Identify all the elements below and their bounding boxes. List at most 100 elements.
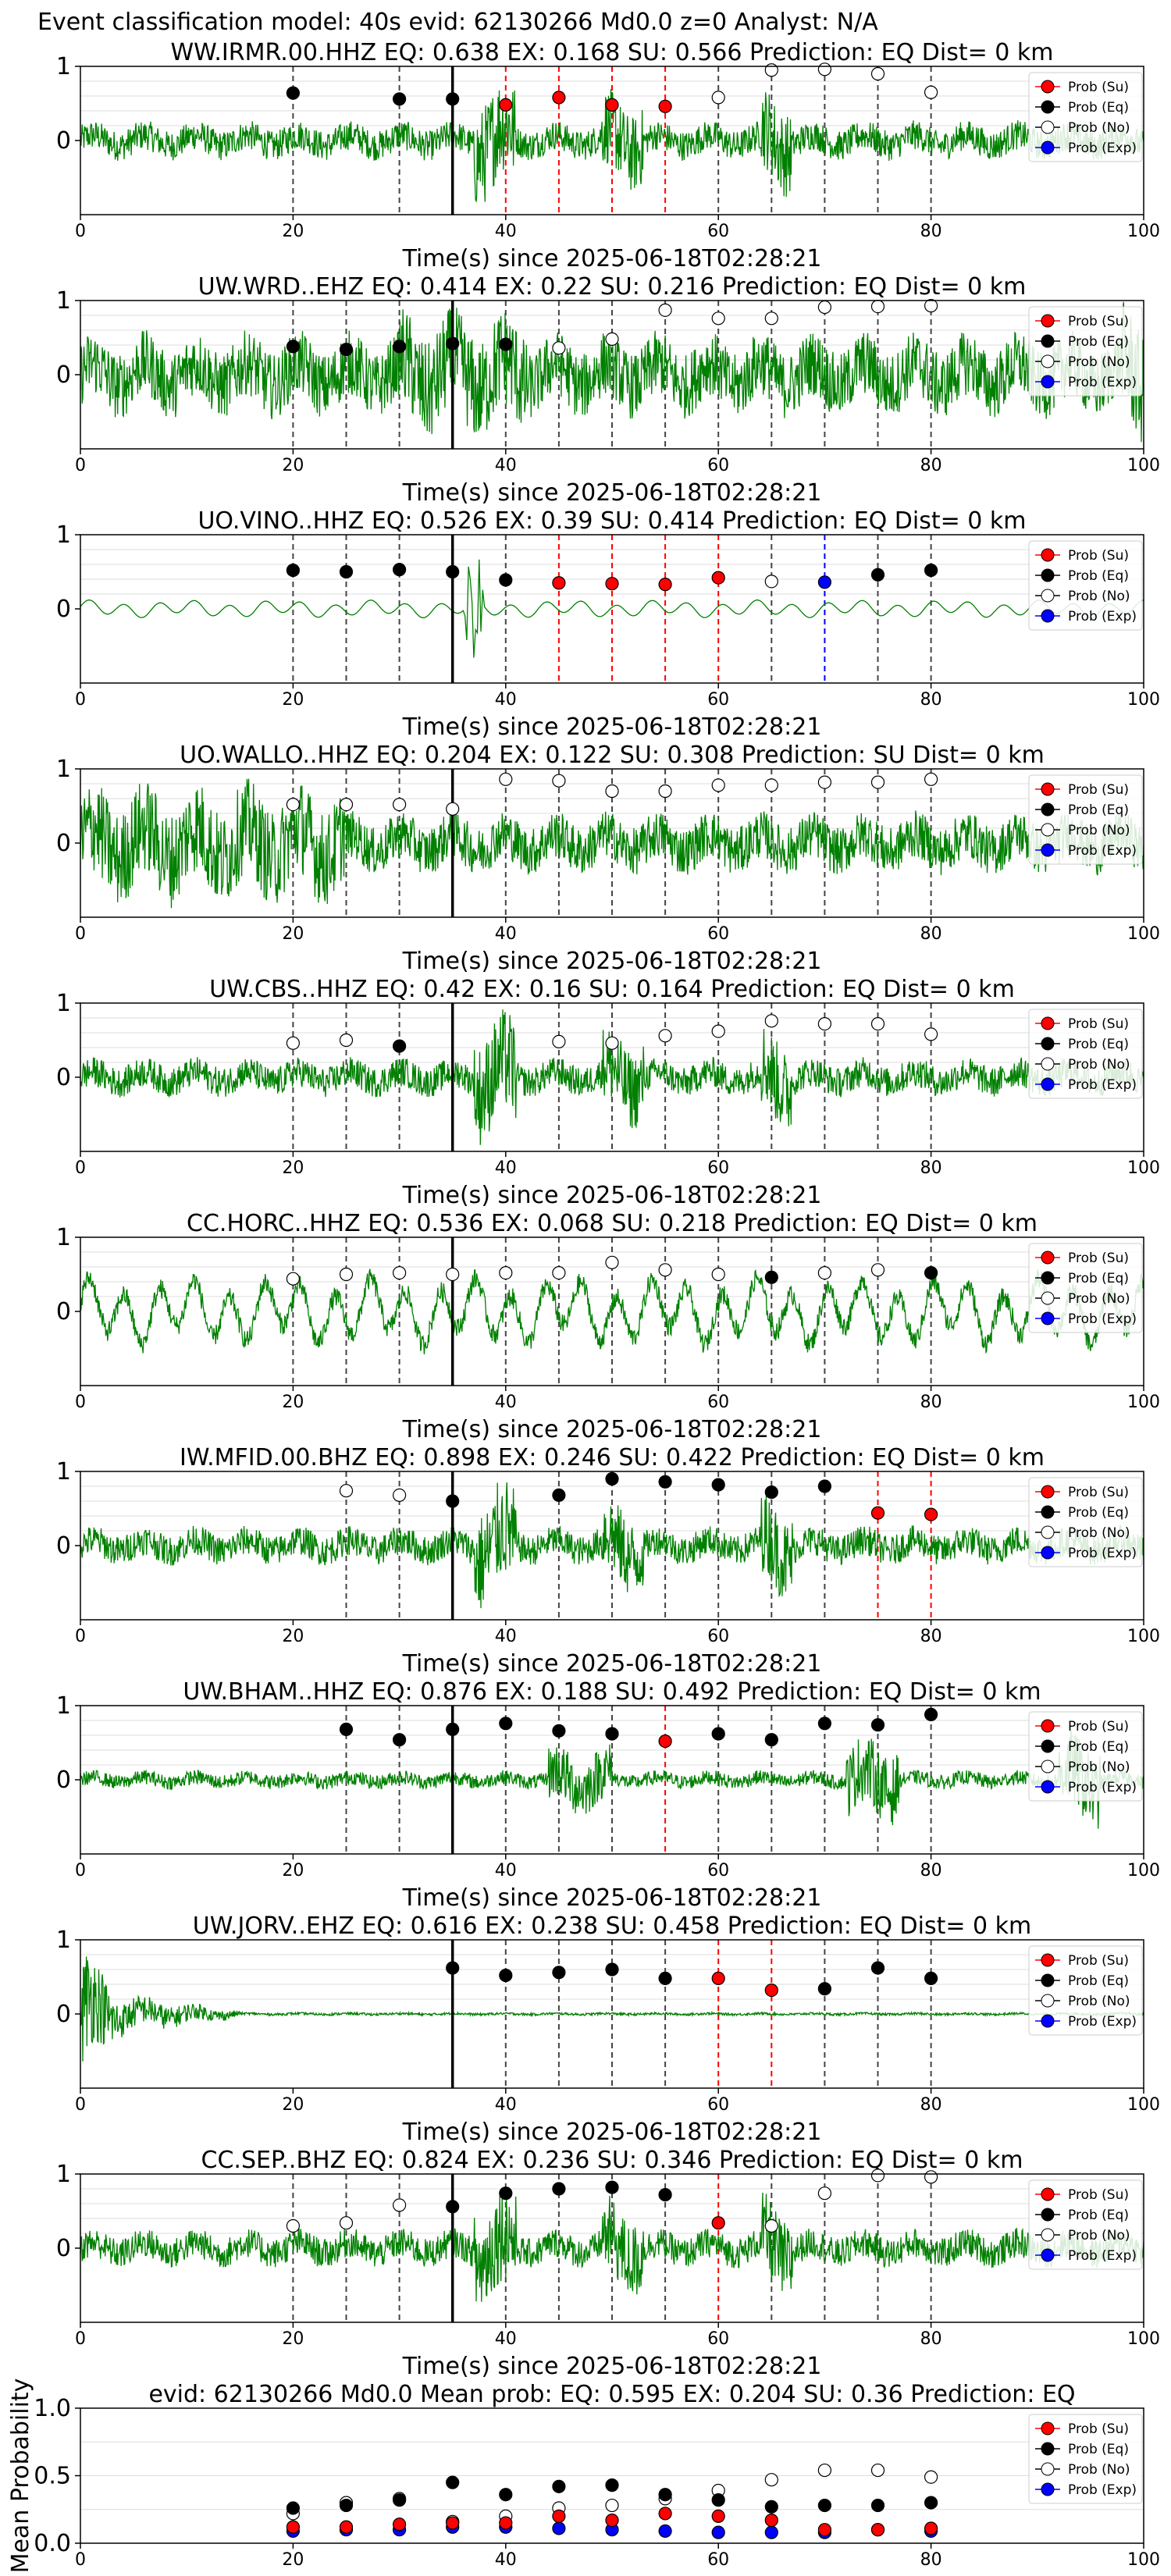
legend-marker-eq <box>1041 1739 1055 1753</box>
panel-title: WW.IRMR.00.HHZ EQ: 0.638 EX: 0.168 SU: 0… <box>171 39 1054 66</box>
mean-point-su <box>605 2513 619 2528</box>
x-tick-label: 20 <box>282 456 304 475</box>
legend-marker-no <box>1041 1057 1055 1071</box>
legend-label: Prob (No) <box>1068 1057 1130 1073</box>
waveform-trace <box>80 1730 1144 1829</box>
prob-point-su <box>870 1506 885 1520</box>
prob-point-no <box>764 63 778 77</box>
mean-point-no <box>817 2463 832 2478</box>
x-tick-label: 20 <box>282 222 304 241</box>
prob-point-no <box>711 311 725 326</box>
x-tick-label: 100 <box>1127 2095 1160 2115</box>
prob-point-eq <box>764 1485 778 1500</box>
legend-label: Prob (Su) <box>1068 1016 1129 1032</box>
legend-marker-su <box>1041 1485 1055 1499</box>
legend-marker-no <box>1041 1291 1055 1305</box>
prob-point-eq <box>711 1727 725 1741</box>
prob-point-no <box>446 802 460 816</box>
prob-point-no <box>764 311 778 326</box>
prob-point-no <box>499 772 513 786</box>
legend-label: Prob (Exp) <box>1068 1311 1137 1327</box>
prob-point-eq <box>605 1727 619 1741</box>
legend-marker-su <box>1041 782 1055 796</box>
legend-marker-no <box>1041 354 1055 368</box>
legend-box <box>1028 1243 1143 1333</box>
legend-box <box>1028 72 1143 162</box>
legend-label: Prob (Eq) <box>1068 1271 1129 1286</box>
legend-marker-no <box>1041 589 1055 603</box>
legend-label: Prob (Eq) <box>1068 100 1129 116</box>
x-tick-label: 40 <box>495 1627 517 1646</box>
y-tick-label: 1 <box>56 53 71 80</box>
legend-marker-su <box>1041 1251 1055 1265</box>
legend-marker-no <box>1041 2228 1055 2242</box>
legend-label: Prob (Eq) <box>1068 334 1129 350</box>
waveform-trace <box>80 778 1144 909</box>
x-tick-label: 80 <box>920 1158 942 1178</box>
prob-point-su <box>658 1735 672 1749</box>
mean-point-exp <box>658 2524 672 2539</box>
waveform-trace <box>80 89 1144 203</box>
mean-point-no <box>605 2498 619 2513</box>
x-axis-label: Time(s) since 2025-06-18T02:28:21 <box>402 1884 822 1912</box>
x-tick-label: 100 <box>1127 1158 1160 1178</box>
legend-label: Prob (Eq) <box>1068 802 1129 818</box>
y-tick-label: 0 <box>56 2235 71 2262</box>
legend-marker-su <box>1041 314 1055 328</box>
legend-label: Prob (Exp) <box>1068 141 1137 156</box>
prob-point-eq <box>924 563 938 578</box>
x-tick-label: 0 <box>75 456 86 475</box>
panel-title: UW.BHAM..HHZ EQ: 0.876 EX: 0.188 SU: 0.4… <box>183 1678 1041 1706</box>
mean-point-su <box>339 2520 354 2534</box>
mean-point-su <box>711 2509 725 2523</box>
prob-point-no <box>605 784 619 799</box>
figure-suptitle: Event classification model: 40s evid: 62… <box>37 9 878 36</box>
x-tick-label: 40 <box>495 690 517 710</box>
legend-marker-exp <box>1041 2482 1055 2496</box>
y-tick-label: 0.5 <box>34 2463 71 2490</box>
legend-marker-exp <box>1041 375 1055 389</box>
legend-label: Prob (No) <box>1068 1759 1130 1775</box>
legend-label: Prob (Exp) <box>1068 1077 1137 1093</box>
x-tick-label: 100 <box>1127 690 1160 710</box>
prob-point-no <box>552 1034 566 1049</box>
prob-point-no <box>764 575 778 589</box>
legend-marker-su <box>1041 80 1055 94</box>
prob-point-eq <box>552 2182 566 2196</box>
prob-point-su <box>552 576 566 590</box>
legend-marker-no <box>1041 2462 1055 2476</box>
prob-point-no <box>817 1016 832 1031</box>
x-axis-label: Time(s) since 2025-06-18T02:28:21 <box>402 2353 822 2380</box>
prob-point-eq <box>446 336 460 350</box>
panel-title: UW.WRD..EHZ EQ: 0.414 EX: 0.22 SU: 0.216… <box>198 273 1027 301</box>
prob-point-no <box>711 1024 725 1038</box>
legend-label: Prob (No) <box>1068 2462 1130 2478</box>
prob-point-eq <box>499 1717 513 1731</box>
prob-point-eq <box>924 1265 938 1280</box>
legend-marker-eq <box>1041 1037 1055 1051</box>
x-tick-label: 100 <box>1127 2550 1160 2570</box>
mean-point-eq <box>446 2475 460 2489</box>
prob-point-no <box>286 1036 300 1050</box>
legend-label: Prob (Su) <box>1068 1251 1129 1266</box>
y-tick-label: 0 <box>56 830 71 857</box>
legend-box <box>1028 1711 1143 1802</box>
x-axis-label: Time(s) since 2025-06-18T02:28:21 <box>402 1650 822 1678</box>
prob-point-no <box>924 772 938 786</box>
mean-point-eq <box>817 2498 832 2513</box>
x-tick-label: 60 <box>707 2095 729 2115</box>
y-tick-label: 1 <box>56 756 71 783</box>
prob-point-no <box>552 341 566 355</box>
mean-point-no <box>870 2463 885 2478</box>
x-tick-label: 0 <box>75 1627 86 1646</box>
legend-label: Prob (Eq) <box>1068 1973 1129 1989</box>
y-axis-label: Mean Probability <box>7 2379 34 2574</box>
prob-point-su <box>711 2216 725 2230</box>
mean-point-su <box>286 2520 300 2534</box>
legend-marker-exp <box>1041 2014 1055 2028</box>
x-tick-label: 80 <box>920 456 942 475</box>
x-axis-label: Time(s) since 2025-06-18T02:28:21 <box>402 1182 822 1209</box>
legend-marker-exp <box>1041 1546 1055 1560</box>
prob-point-no <box>658 1263 672 1277</box>
